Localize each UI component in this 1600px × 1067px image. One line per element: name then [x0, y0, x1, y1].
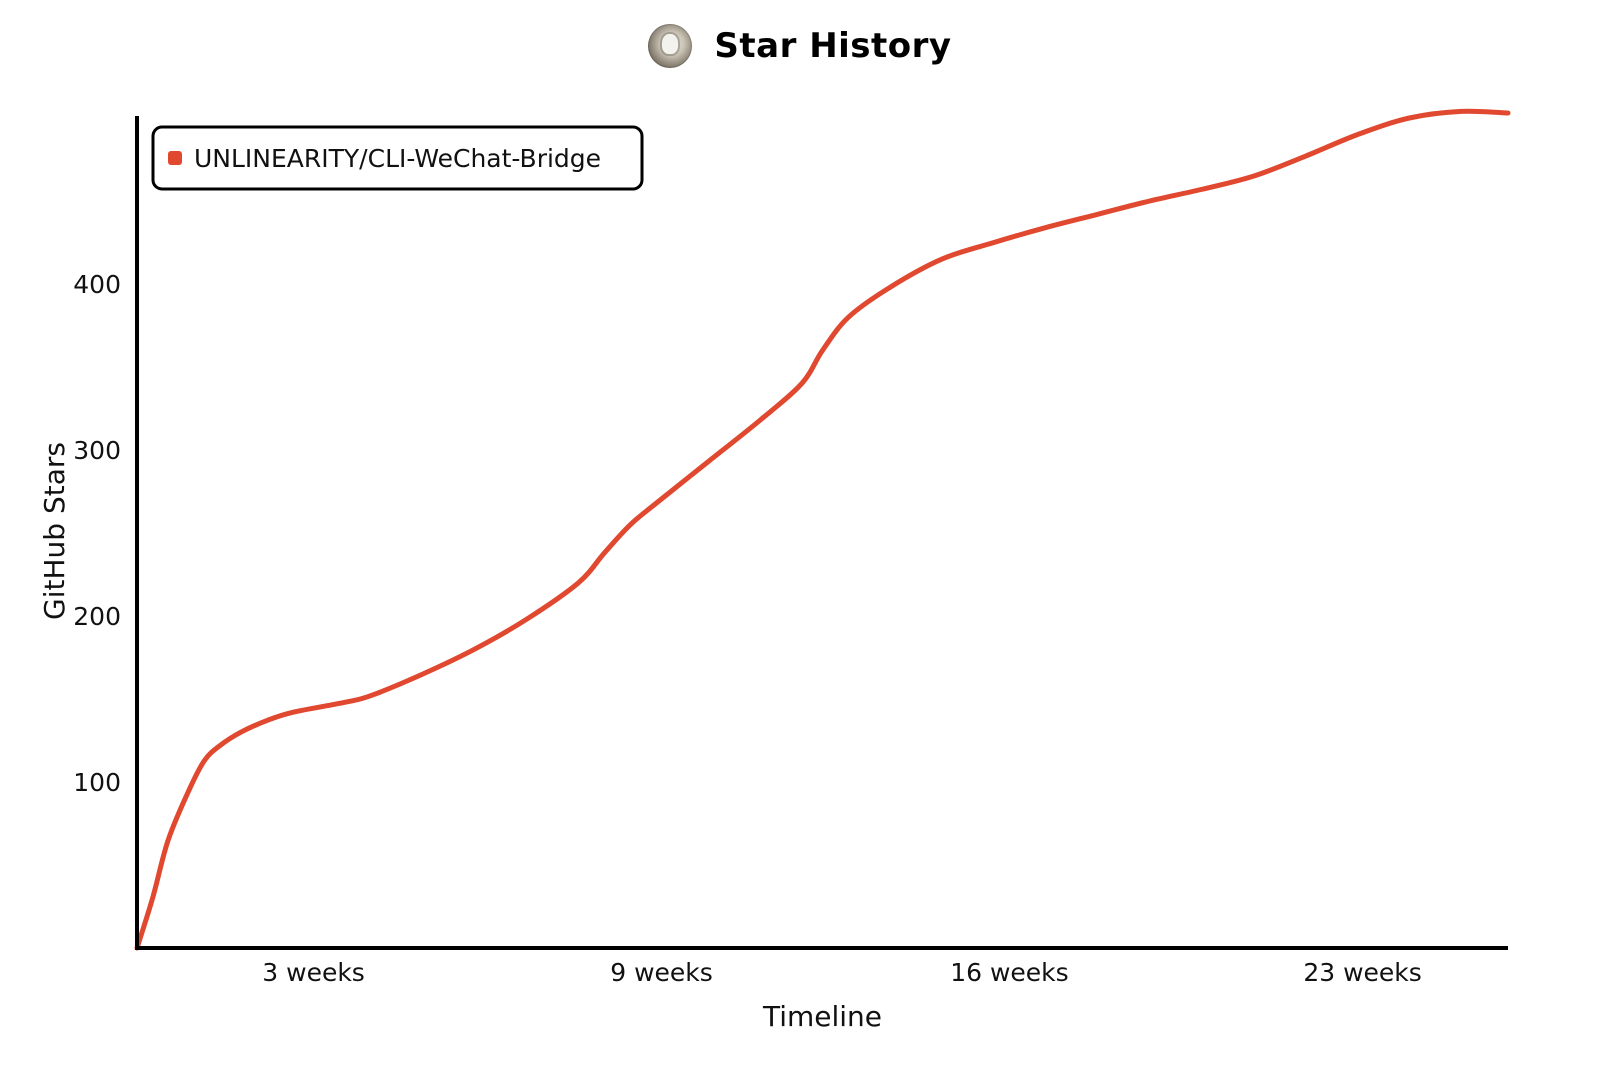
- legend-swatch: [168, 151, 182, 165]
- x-tick-label: 3 weeks: [262, 958, 365, 987]
- axis-labels: Timeline GitHub Stars: [38, 442, 882, 1033]
- y-tick-label: 300: [73, 436, 121, 465]
- plot-area: [134, 108, 1511, 951]
- x-tick-label: 16 weeks: [950, 958, 1068, 987]
- y-tick-label: 100: [73, 768, 121, 797]
- y-axis-label: GitHub Stars: [38, 442, 71, 620]
- chart-title: Star History: [714, 26, 952, 66]
- legend-label: UNLINEARITY/CLI-WeChat-Bridge: [194, 144, 601, 173]
- chart-header: Star History: [0, 18, 1600, 74]
- axes: [135, 116, 1508, 950]
- y-tick-label: 400: [73, 270, 121, 299]
- x-tick-label: 9 weeks: [610, 958, 713, 987]
- series-line-0: [134, 108, 1511, 951]
- y-tick-label: 200: [73, 602, 121, 631]
- legend-box: [151, 125, 644, 191]
- legend: UNLINEARITY/CLI-WeChat-Bridge: [151, 125, 644, 191]
- avatar: [648, 24, 693, 68]
- x-tick-label: 23 weeks: [1303, 958, 1421, 987]
- x-axis-label: Timeline: [762, 1000, 882, 1033]
- axis-ticks: 100 200 300 400 3 weeks 9 weeks 16 weeks 23 wee…: [73, 270, 1422, 987]
